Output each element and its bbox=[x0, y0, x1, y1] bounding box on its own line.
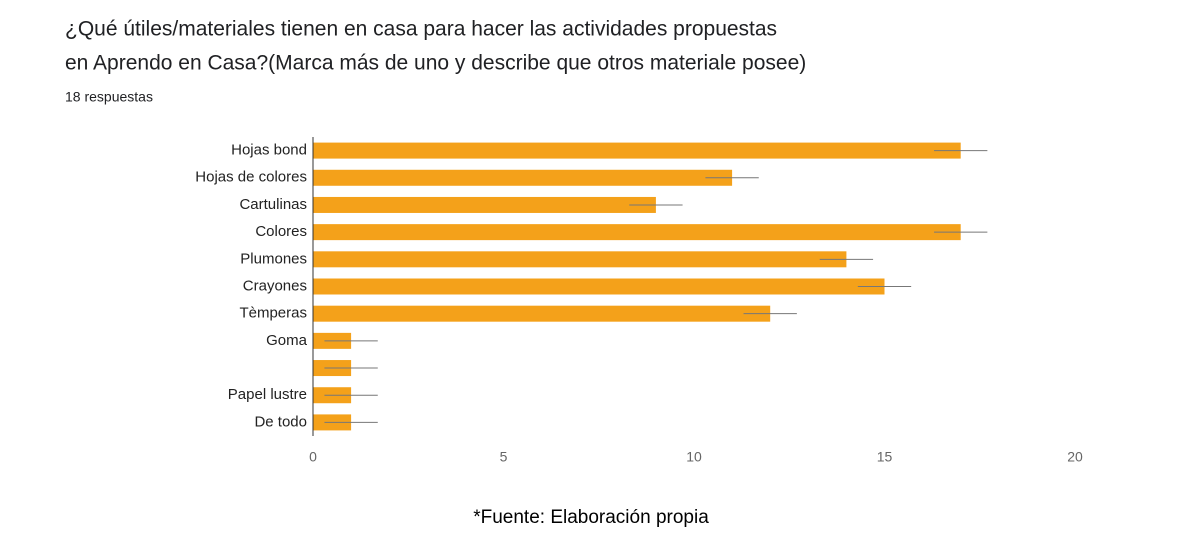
bar bbox=[313, 251, 847, 268]
source-note: *Fuente: Elaboración propia bbox=[473, 507, 709, 528]
y-tick-label: Colores bbox=[255, 223, 307, 240]
chart-title: ¿Qué útiles/materiales tienen en casa pa… bbox=[65, 18, 777, 41]
x-tick-label: 20 bbox=[1067, 449, 1083, 465]
y-tick-label: Plumones bbox=[240, 250, 307, 267]
y-tick-label: Papel lustre bbox=[228, 386, 307, 403]
bar bbox=[313, 224, 961, 241]
y-tick-label: Goma bbox=[266, 332, 308, 349]
x-tick-label: 15 bbox=[877, 449, 893, 465]
y-tick-label: Hojas bond bbox=[231, 142, 307, 159]
bar bbox=[313, 142, 961, 159]
y-tick-label: De todo bbox=[254, 413, 307, 430]
y-tick-label: Hojas de colores bbox=[195, 169, 307, 186]
y-tick-label: Crayones bbox=[243, 277, 307, 294]
y-tick-label: Tèmperas bbox=[239, 305, 307, 322]
bar bbox=[313, 278, 885, 295]
chart-title: en Aprendo en Casa?(Marca más de uno y d… bbox=[65, 52, 806, 75]
bar bbox=[313, 305, 771, 322]
subtitle: 18 respuestas bbox=[65, 89, 153, 105]
y-tick-label: Cartulinas bbox=[239, 196, 307, 213]
x-tick-label: 5 bbox=[500, 449, 508, 465]
x-tick-label: 10 bbox=[686, 449, 702, 465]
bar bbox=[313, 196, 656, 213]
bar bbox=[313, 169, 733, 186]
x-tick-label: 0 bbox=[309, 449, 317, 465]
